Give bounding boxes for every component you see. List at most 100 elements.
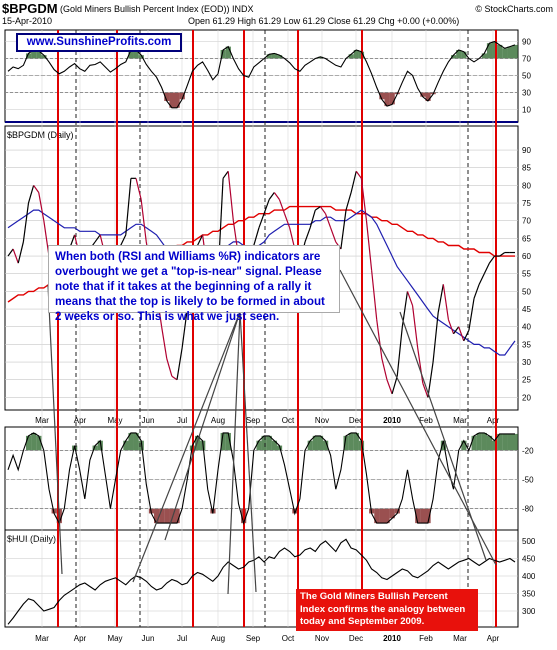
x-tick-label: 2010 xyxy=(383,416,401,425)
series-lines xyxy=(7,40,516,625)
y-tick-label: 35 xyxy=(522,340,531,349)
bpgdm-segment xyxy=(411,305,419,349)
bpgdm-segment xyxy=(463,330,470,342)
bpgdm-segment xyxy=(268,192,275,200)
overbought-fill xyxy=(492,41,498,59)
y-tick-label: 450 xyxy=(522,555,536,564)
oversold-fill xyxy=(420,508,426,524)
y-tick-label: 50 xyxy=(522,287,531,296)
oversold-fill xyxy=(164,508,170,524)
bpgdm-segment xyxy=(171,375,178,381)
x-tick-label: Dec xyxy=(349,634,363,643)
annotation-pointers xyxy=(47,269,497,595)
overbought-fill xyxy=(353,50,359,59)
overbought-fill xyxy=(502,433,508,451)
overbought-fill xyxy=(451,55,457,59)
y-tick-label: 500 xyxy=(522,537,536,546)
oversold-fill xyxy=(379,92,385,100)
x-tick-label: May xyxy=(107,416,122,425)
overbought-fill xyxy=(507,46,513,59)
ma-short-line xyxy=(7,209,516,356)
chart-stats: Open 61.29 High 61.29 Low 61.29 Close 61… xyxy=(188,16,459,26)
overbought-fill xyxy=(220,50,226,59)
bpgdm-segment xyxy=(166,358,173,377)
bpgdm-segment xyxy=(263,199,270,214)
bpgdm-segment xyxy=(499,252,506,257)
bpgdm-segment xyxy=(222,170,229,179)
x-tick-label: Jul xyxy=(177,416,187,425)
overbought-fill xyxy=(471,435,477,451)
bpgdm-segment xyxy=(345,192,352,211)
bpgdm-segment xyxy=(161,326,168,359)
x-tick-label: Dec xyxy=(349,416,363,425)
overbought-fill xyxy=(31,432,37,451)
bpgdm-segment xyxy=(396,326,403,377)
pointer-line xyxy=(339,269,497,566)
overbought-fill xyxy=(225,46,231,59)
y-tick-label: -20 xyxy=(522,446,534,455)
y-tick-label: 10 xyxy=(522,106,531,115)
overbought-fill xyxy=(266,54,272,59)
bpgdm-segment xyxy=(283,213,291,229)
overbought-fill xyxy=(97,440,103,451)
bpgdm-segment xyxy=(447,319,455,335)
x-tick-label: Nov xyxy=(315,634,329,643)
overbought-fill xyxy=(25,435,32,451)
overbought-fill xyxy=(348,54,354,59)
y-tick-label: 80 xyxy=(522,181,531,190)
oversold-fill xyxy=(379,508,385,524)
bpgdm-segment xyxy=(330,227,337,243)
oversold-fill xyxy=(51,508,57,514)
overbought-fill xyxy=(271,53,278,59)
y-tick-label: 70 xyxy=(522,55,531,64)
bpgdm-segment xyxy=(27,185,35,204)
bpgdm-segment xyxy=(468,298,475,331)
overbought-fill xyxy=(440,440,447,451)
overbought-fill xyxy=(261,435,267,451)
bpgdm-segment xyxy=(319,206,327,215)
bpgdm-segment xyxy=(360,178,368,221)
bpgdm-segment xyxy=(94,234,101,243)
oversold-fill xyxy=(164,92,170,101)
williams-line xyxy=(7,432,515,525)
watermark-url[interactable]: www.SunshineProfits.com xyxy=(16,33,182,52)
x-tick-label: 2010 xyxy=(383,634,401,643)
bpgdm-segment xyxy=(437,284,444,313)
y-tick-label: 65 xyxy=(522,234,531,243)
bpgdm-segment xyxy=(12,248,19,264)
overbought-fill xyxy=(133,432,139,451)
bpgdm-segment xyxy=(253,227,260,246)
oversold-fill xyxy=(159,508,165,524)
overbought-fill xyxy=(220,432,226,451)
oversold-fill xyxy=(174,508,180,524)
overbought-fill xyxy=(92,445,98,451)
bpgdm-segment xyxy=(258,213,265,229)
oversold-fill xyxy=(425,508,431,524)
x-tick-label: Mar xyxy=(453,634,467,643)
oversold-fill xyxy=(169,92,175,108)
x-tick-label: Jun xyxy=(142,416,155,425)
x-tick-label: Mar xyxy=(35,416,49,425)
annotation-box: When both (RSI and Williams %R) indicato… xyxy=(48,245,340,323)
hui-line xyxy=(7,538,516,625)
y-tick-label: 400 xyxy=(522,572,536,581)
overbought-fill xyxy=(194,435,201,451)
overbought-fill xyxy=(481,53,487,59)
pointer-line xyxy=(132,311,241,583)
y-tick-label: 40 xyxy=(522,323,531,332)
oversold-fill xyxy=(169,508,175,524)
gridlines xyxy=(5,30,518,627)
oversold-fill xyxy=(415,508,421,524)
y-tick-label: 90 xyxy=(522,146,531,155)
bpgdm-segment xyxy=(227,171,234,221)
x-tick-label: Apr xyxy=(74,416,87,425)
bpgdm-segment xyxy=(33,185,40,193)
overbought-fill xyxy=(512,44,518,59)
bpgdm-segment xyxy=(140,199,147,243)
overbought-fill xyxy=(25,53,32,59)
pointer-line xyxy=(399,311,487,561)
overbought-fill xyxy=(476,432,482,451)
x-tick-label: Mar xyxy=(35,634,49,643)
bpgdm-segment xyxy=(442,284,450,320)
